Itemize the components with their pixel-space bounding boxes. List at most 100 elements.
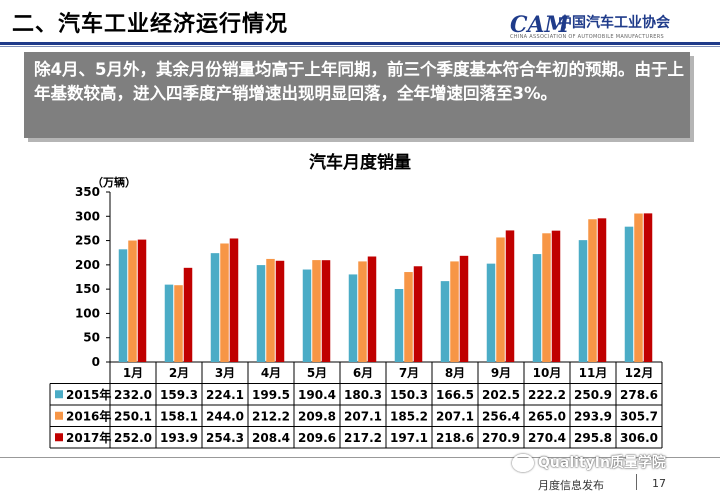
bar-2017年-7月 — [413, 266, 423, 362]
data-label: 250.9 — [574, 388, 612, 402]
bar-2016年-11月 — [588, 219, 597, 362]
bar-2017年-1月 — [137, 239, 147, 362]
bar-2016年-4月 — [266, 258, 275, 362]
footer-divider — [0, 457, 720, 458]
bar-2017年-6月 — [367, 256, 377, 362]
bar-2015年-11月 — [578, 240, 588, 362]
data-label: 250.1 — [114, 409, 152, 423]
bar-2015年-5月 — [302, 269, 312, 362]
data-label: 305.7 — [620, 409, 658, 423]
bar-2016年-7月 — [404, 272, 413, 362]
data-label: 244.0 — [206, 409, 244, 423]
data-label: 199.5 — [252, 388, 290, 402]
bar-2017年-8月 — [459, 255, 469, 362]
data-label: 278.6 — [620, 388, 658, 402]
data-label: 270.9 — [482, 431, 520, 445]
x-tick-label: 11月 — [579, 366, 608, 380]
data-label: 306.0 — [620, 431, 658, 445]
bar-2015年-3月 — [210, 253, 220, 362]
bar-2017年-10月 — [551, 230, 561, 362]
x-tick-label: 3月 — [215, 366, 235, 380]
bar-2017年-12月 — [643, 213, 653, 362]
summary-callout: 除4月、5月外，其余月份销量均高于上年同期，前三个季度基本符合年初的预期。由于上… — [24, 52, 690, 138]
wechat-icon — [512, 454, 534, 472]
caam-logo: CAM 中国汽车工业协会 CHINA ASSOCIATION OF AUTOMO… — [510, 10, 710, 46]
data-label: 232.0 — [114, 388, 152, 402]
data-label: 265.0 — [528, 409, 566, 423]
data-label: 222.2 — [528, 388, 566, 402]
legend-label: 2016年 — [66, 408, 111, 423]
y-tick-label: 250 — [75, 234, 100, 248]
data-label: 166.5 — [436, 388, 474, 402]
data-label: 197.1 — [390, 431, 428, 445]
watermark: QualityIn质量学院 — [512, 452, 666, 472]
header-divider-thin — [0, 46, 720, 47]
data-label: 158.1 — [160, 409, 198, 423]
data-label: 270.4 — [528, 431, 566, 445]
bar-2015年-1月 — [118, 249, 128, 362]
summary-text: 除4月、5月外，其余月份销量均高于上年同期，前三个季度基本符合年初的预期。由于上… — [34, 60, 684, 103]
bar-2017年-5月 — [321, 260, 331, 362]
data-label: 212.2 — [252, 409, 290, 423]
y-axis-label: （万辆） — [92, 175, 136, 189]
bar-2017年-4月 — [275, 260, 285, 362]
x-tick-label: 2月 — [169, 366, 189, 380]
bar-2015年-7月 — [394, 288, 404, 362]
data-label: 202.5 — [482, 388, 520, 402]
data-label: 293.9 — [574, 409, 612, 423]
data-label: 185.2 — [390, 409, 428, 423]
page-title: 二、汽车工业经济运行情况 — [12, 12, 289, 37]
logo-chinese-name: 中国汽车工业协会 — [558, 15, 670, 31]
logo-mark: CAM — [510, 12, 569, 38]
data-label: 209.8 — [298, 409, 336, 423]
legend-label: 2015年 — [66, 387, 111, 402]
x-tick-label: 10月 — [533, 366, 562, 380]
data-label: 208.4 — [252, 431, 290, 445]
bar-2015年-6月 — [348, 274, 358, 362]
page-number: 17 — [652, 477, 666, 490]
bar-2016年-2月 — [174, 285, 183, 362]
data-label: 190.4 — [298, 388, 336, 402]
data-label: 217.2 — [344, 431, 382, 445]
logo-english-name: CHINA ASSOCIATION OF AUTOMOBILE MANUFACT… — [510, 34, 664, 40]
x-tick-label: 8月 — [445, 366, 465, 380]
x-tick-label: 6月 — [353, 366, 373, 380]
data-label: 180.3 — [344, 388, 382, 402]
bar-2016年-10月 — [542, 233, 551, 362]
data-label: 209.6 — [298, 431, 336, 445]
y-tick-label: 150 — [75, 282, 100, 296]
bar-2016年-6月 — [358, 261, 367, 362]
header-divider — [0, 42, 720, 45]
data-label: 256.4 — [482, 409, 520, 423]
data-label: 150.3 — [390, 388, 428, 402]
bar-2017年-3月 — [229, 238, 239, 362]
y-tick-label: 300 — [75, 209, 100, 223]
bar-2015年-10月 — [532, 254, 542, 362]
x-tick-label: 5月 — [307, 366, 327, 380]
y-tick-label: 0 — [92, 355, 100, 369]
bar-2017年-11月 — [597, 218, 607, 362]
data-label: 207.1 — [344, 409, 382, 423]
x-tick-label: 9月 — [491, 366, 511, 380]
y-tick-label: 200 — [75, 258, 100, 272]
bar-2017年-9月 — [505, 230, 515, 362]
bar-2016年-9月 — [496, 237, 505, 362]
data-label: 218.6 — [436, 431, 474, 445]
x-tick-label: 1月 — [123, 366, 143, 380]
bar-2016年-3月 — [220, 243, 229, 362]
bar-2015年-4月 — [256, 265, 266, 362]
bar-2015年-12月 — [624, 226, 634, 362]
y-tick-label: 50 — [83, 331, 100, 345]
bar-2016年-5月 — [312, 260, 321, 362]
footer-separator — [636, 474, 637, 490]
data-label: 254.3 — [206, 431, 244, 445]
legend-swatch-2017年 — [55, 433, 63, 442]
data-label: 207.1 — [436, 409, 474, 423]
data-label: 193.9 — [160, 431, 198, 445]
chart-title: 汽车月度销量 — [309, 153, 411, 173]
bar-2016年-1月 — [128, 240, 137, 362]
x-tick-label: 12月 — [625, 366, 654, 380]
release-label: 月度信息发布 — [538, 479, 604, 492]
bar-2015年-9月 — [486, 263, 496, 362]
